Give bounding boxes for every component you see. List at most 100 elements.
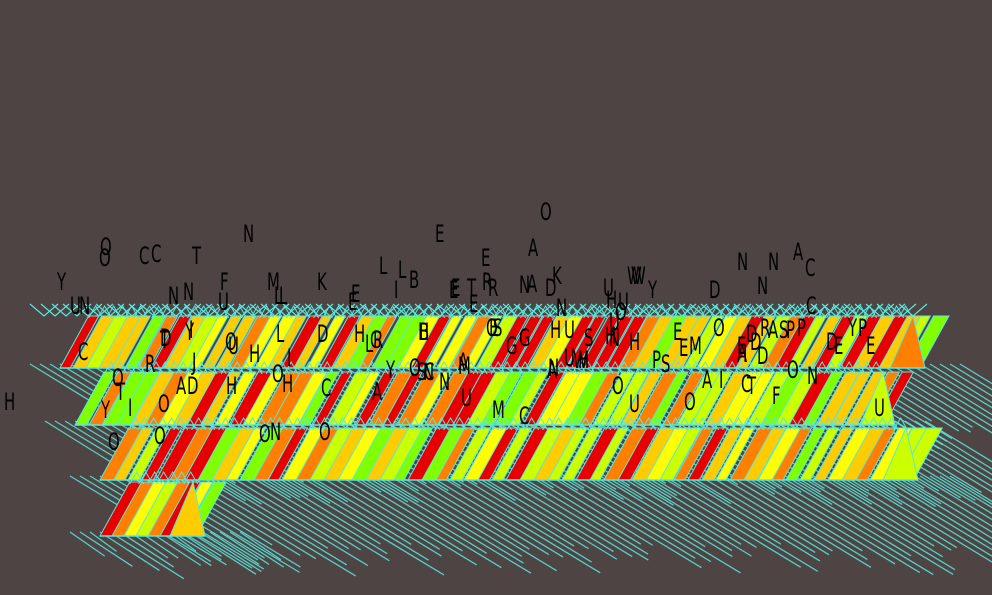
- glyph-letter: S: [417, 358, 427, 386]
- streak-line: [479, 475, 618, 560]
- streak-line: [819, 475, 935, 547]
- glyph-letter: O: [787, 356, 799, 384]
- glyph-letter: N: [270, 418, 282, 446]
- glyph-letter: T: [467, 274, 477, 302]
- glyph-letter: D: [545, 274, 557, 302]
- streak-line: [359, 475, 487, 554]
- glyph-letter: O: [108, 428, 120, 456]
- streak-line: [719, 475, 872, 568]
- glyph-letter: A: [528, 234, 539, 262]
- glyph-letter: R: [145, 350, 156, 378]
- streak-line: [349, 475, 502, 569]
- glyph-letter: I: [719, 366, 724, 394]
- glyph-letter: W: [631, 262, 646, 290]
- streak-line: [579, 475, 741, 574]
- streak-line: [919, 363, 992, 409]
- streak-line: [239, 531, 282, 561]
- glyph-letter: C: [806, 292, 817, 320]
- streak-line: [219, 475, 369, 567]
- glyph-letter: N: [519, 271, 531, 299]
- glyph-letter: N: [737, 248, 749, 276]
- glyph-letter: S: [584, 324, 594, 352]
- glyph-letter: H: [249, 340, 261, 368]
- glyph-letter: U: [874, 394, 885, 422]
- glyph-letter: H: [226, 372, 238, 400]
- glyph-letter: O: [154, 422, 166, 450]
- glyph-letter: W: [627, 262, 642, 290]
- glyph-letter: T: [192, 242, 202, 270]
- streak-line: [599, 475, 733, 558]
- glyph-letter: E: [451, 274, 461, 302]
- glyph-letter: L: [274, 282, 283, 310]
- streak-line: [399, 475, 557, 572]
- glyph-letter: O: [158, 390, 170, 418]
- glyph-letter: U: [609, 308, 620, 336]
- fringe-zigzag: [29, 303, 59, 317]
- streak-line: [869, 475, 992, 551]
- ribbon-edge-zigzag: [183, 471, 199, 485]
- streak-line: [569, 475, 712, 563]
- fringe-zigzag: [40, 303, 70, 317]
- glyph-letter: U: [218, 288, 229, 316]
- streak-line: [689, 475, 816, 554]
- glyph-letter: A: [176, 372, 187, 400]
- streak-line: [924, 420, 992, 463]
- streak-line: [69, 531, 106, 557]
- glyph-letter: O: [615, 298, 627, 326]
- glyph-letter: Y: [57, 268, 67, 296]
- streak-line: [559, 475, 696, 559]
- streak-line: [409, 475, 530, 550]
- glyph-letter: E: [351, 280, 361, 308]
- glyph-letter: C: [805, 254, 816, 282]
- streak-line: [769, 475, 934, 576]
- streak-line: [789, 475, 954, 576]
- streak-line: [219, 531, 270, 565]
- glyph-letter: I: [743, 340, 748, 368]
- glyph-letter: H: [578, 346, 590, 374]
- streak-line: [369, 475, 532, 574]
- glyph-letter: L: [276, 320, 285, 348]
- streak-line: [149, 531, 202, 566]
- glyph-letter: I: [394, 276, 399, 304]
- glyph-letter: E: [737, 332, 747, 360]
- glyph-letter: A: [768, 316, 779, 344]
- glyph-letter: P: [786, 316, 795, 344]
- ribbon-edge-zigzag: [893, 417, 909, 431]
- glyph-letter: U: [618, 288, 629, 316]
- glyph-letter: N: [423, 358, 435, 386]
- glyph-letter: U: [564, 344, 575, 372]
- glyph-letter: D: [160, 324, 172, 352]
- glyph-letter: E: [481, 244, 491, 272]
- glyph-letter: I: [287, 344, 292, 372]
- glyph-letter: S: [661, 350, 671, 378]
- streak-line: [899, 363, 992, 421]
- glyph-letter: I: [189, 316, 194, 344]
- streak-line: [459, 475, 575, 547]
- glyph-letter: O: [319, 418, 331, 446]
- streak-line: [299, 475, 412, 545]
- streak-line: [469, 475, 589, 550]
- glyph-letter: E: [866, 332, 876, 360]
- glyph-letter: R: [373, 326, 384, 354]
- glyph-letter: M: [492, 396, 505, 424]
- glyph-letter: U: [629, 390, 640, 418]
- glyph-letter: Y: [386, 356, 396, 384]
- streak-line: [439, 475, 601, 574]
- glyph-letter: M: [458, 352, 471, 380]
- streak-line: [209, 531, 260, 565]
- glyph-letter: E: [679, 334, 689, 362]
- glyph-letter: T: [116, 378, 126, 406]
- glyph-letter: N: [548, 354, 560, 382]
- glyph-letter: C: [151, 240, 162, 268]
- streak-line: [379, 475, 524, 564]
- glyph-letter: O: [100, 233, 112, 261]
- ribbon-edge-zigzag: [868, 361, 884, 375]
- streak-line: [229, 475, 350, 550]
- streak-line: [749, 475, 896, 565]
- streak-line: [99, 531, 160, 571]
- glyph-letter: O: [684, 388, 696, 416]
- glyph-letter: Y: [185, 318, 195, 346]
- glyph-letter: P: [797, 314, 806, 342]
- streak-line: [529, 475, 642, 545]
- glyph-letter: Y: [648, 276, 658, 304]
